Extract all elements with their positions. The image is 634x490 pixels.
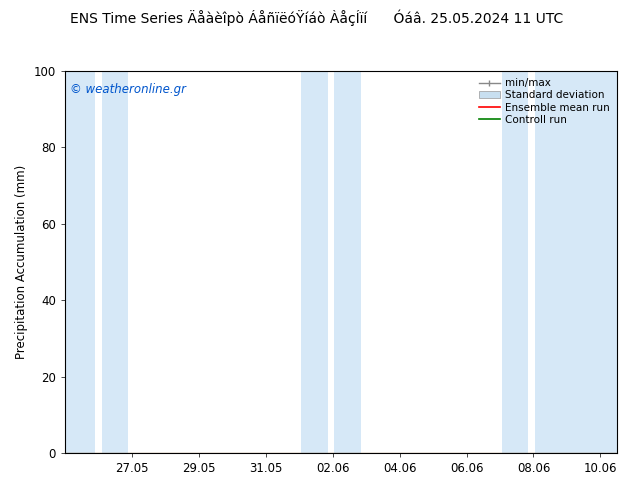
- Bar: [65, 71, 95, 453]
- Y-axis label: Precipitation Accumulation (mm): Precipitation Accumulation (mm): [15, 165, 28, 359]
- Bar: [101, 71, 129, 453]
- Bar: [334, 71, 361, 453]
- Text: ENS Time Series Äåàèîpò ÁåñïëóŸíáò ÀåçÍïí      Óáâ. 25.05.2024 11 UTC: ENS Time Series Äåàèîpò ÁåñïëóŸíáò ÀåçÍï…: [70, 10, 564, 26]
- Bar: [301, 71, 328, 453]
- Legend: min/max, Standard deviation, Ensemble mean run, Controll run: min/max, Standard deviation, Ensemble me…: [477, 76, 612, 127]
- Bar: [535, 71, 617, 453]
- Bar: [501, 71, 528, 453]
- Text: © weatheronline.gr: © weatheronline.gr: [70, 82, 186, 96]
